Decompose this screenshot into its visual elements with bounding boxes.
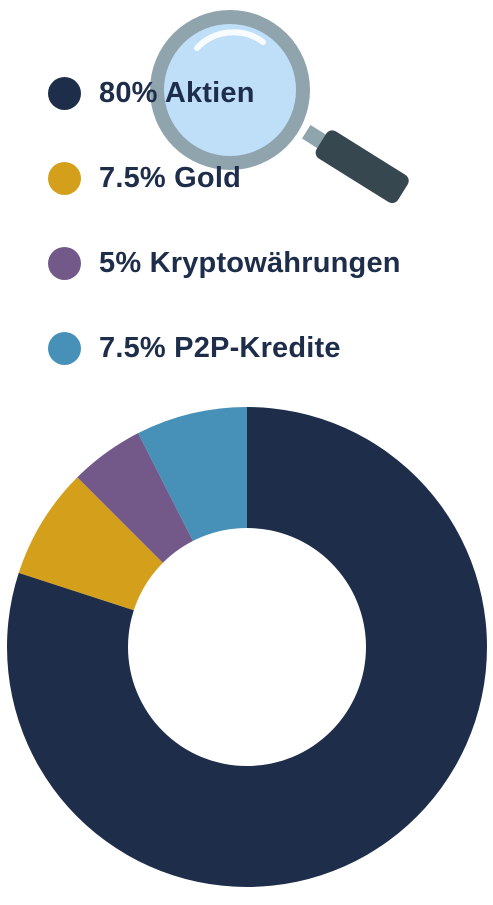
legend-label-aktien: 80% Aktien — [99, 76, 255, 109]
donut-chart — [7, 407, 488, 887]
legend-item-p2p-kredite: 7.5% P2P-Kredite — [48, 327, 401, 369]
legend-item-kryptowaehrungen: 5% Kryptowährungen — [48, 242, 401, 284]
legend-item-gold: 7.5% Gold — [48, 157, 401, 199]
legend-label-p2p-kredite: 7.5% P2P-Kredite — [99, 331, 341, 364]
legend-label-gold: 7.5% Gold — [99, 161, 241, 194]
legend-dot-aktien — [48, 76, 81, 110]
magnifying-glass-icon — [150, 10, 409, 204]
legend-label-kryptowaehrungen: 5% Kryptowährungen — [99, 246, 401, 279]
legend-item-aktien: 80% Aktien — [48, 72, 401, 114]
legend-dot-p2p-kredite — [48, 331, 81, 365]
legend-dot-gold — [48, 161, 81, 195]
chart-legend: 80% Aktien 7.5% Gold 5% Kryptowährungen … — [48, 72, 401, 369]
donut-hole — [128, 528, 366, 766]
legend-dot-kryptowaehrungen — [48, 246, 81, 280]
